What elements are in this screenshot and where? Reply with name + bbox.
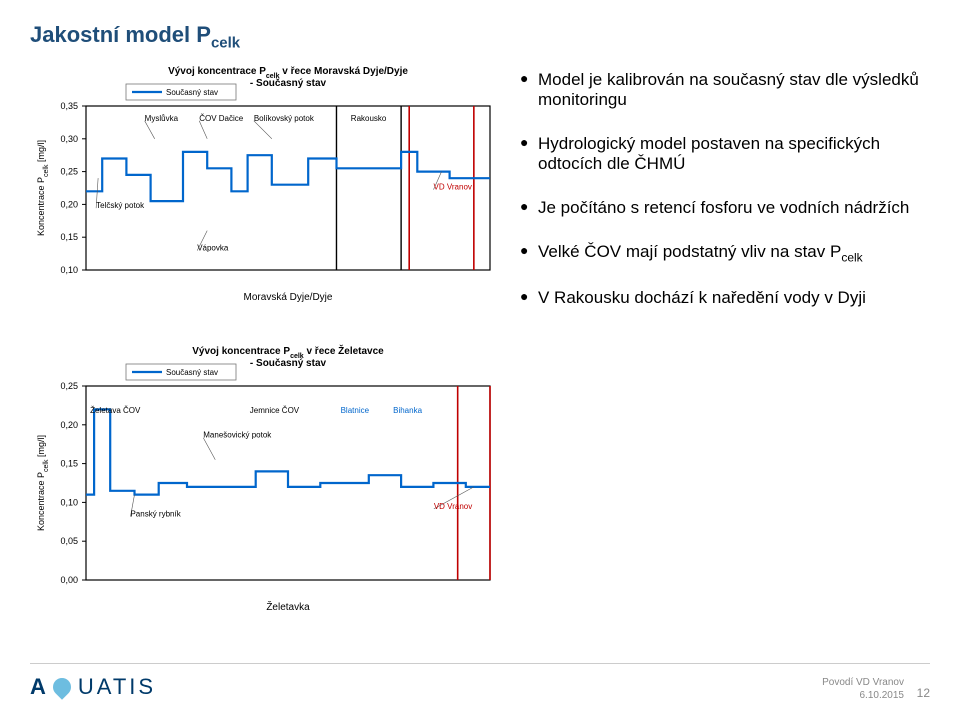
annotation-label: VD Vranov — [434, 502, 472, 511]
ytick-label: 0,20 — [60, 199, 78, 209]
ytick-label: 0,10 — [60, 497, 78, 507]
annotation-label: Bihanka — [393, 406, 422, 415]
annotation-leader — [199, 121, 207, 139]
logo-rest: UATIS — [78, 674, 156, 700]
series-line — [86, 409, 490, 494]
page-number: 12 — [917, 686, 930, 700]
bullet-item: Hydrologický model postaven na specifick… — [520, 134, 940, 174]
annotation-label: ČOV Dačice — [199, 114, 244, 123]
annotation-label: Panský rybník — [130, 510, 181, 519]
annotation-leader — [254, 121, 272, 139]
bullet-item: V Rakousku dochází k naředění vody v Dyj… — [520, 288, 940, 308]
footer-right: Povodí VD Vranov 6.10.2015 — [822, 676, 904, 702]
chart-top: Vývoj koncentrace Pcelk v řece Moravská … — [30, 60, 500, 310]
ytick-label: 0,30 — [60, 134, 78, 144]
bullet-item: Je počítáno s retencí fosforu ve vodních… — [520, 198, 940, 218]
ytick-label: 0,25 — [60, 167, 78, 177]
logo-letter: A — [30, 674, 46, 700]
footer-logo: A UATIS — [30, 674, 156, 700]
chart-svg: Vývoj koncentrace Pcelk v řece Želetavce… — [30, 340, 500, 620]
annotation-label: Manešovický potok — [203, 431, 272, 440]
ytick-label: 0,05 — [60, 536, 78, 546]
series-line — [86, 152, 490, 201]
ytick-label: 0,15 — [60, 459, 78, 469]
ytick-label: 0,20 — [60, 420, 78, 430]
ytick-label: 0,00 — [60, 575, 78, 585]
bullet-item: Model je kalibrován na současný stav dle… — [520, 70, 940, 110]
ytick-label: 0,25 — [60, 381, 78, 391]
annotation-label: Myslůvka — [145, 114, 179, 123]
annotation-label: Jemnice ČOV — [250, 406, 300, 415]
page-title: Jakostní model Pcelk — [30, 22, 240, 51]
logo-drop-icon — [49, 674, 74, 699]
annotation-label: Rakousko — [351, 114, 387, 123]
annotation-label: Telčský potok — [96, 201, 145, 210]
title-sub: celk — [211, 34, 240, 51]
annotation-label: Vápovka — [197, 244, 229, 253]
annotation-leader — [203, 438, 215, 460]
legend-label: Současný stav — [166, 368, 218, 377]
plot-frame — [86, 106, 490, 270]
y-axis-label: Koncentrace Pcelk [mg/l] — [36, 140, 50, 236]
x-axis-label: Moravská Dyje/Dyje — [244, 292, 333, 303]
annotation-leader — [145, 121, 155, 139]
annotation-label: VD Vranov — [434, 183, 472, 192]
annotation-label: Blatnice — [341, 406, 370, 415]
footer-right-1: Povodí VD Vranov — [822, 676, 904, 689]
chart-bottom: Vývoj koncentrace Pcelk v řece Želetavce… — [30, 340, 500, 620]
footer-divider — [30, 663, 930, 664]
ytick-label: 0,10 — [60, 265, 78, 275]
footer-right-2: 6.10.2015 — [822, 689, 904, 702]
ytick-label: 0,15 — [60, 232, 78, 242]
annotation-label: Bolíkovský potok — [254, 114, 315, 123]
chart-svg: Vývoj koncentrace Pcelk v řece Moravská … — [30, 60, 500, 310]
bullet-item: Velké ČOV mají podstatný vliv na stav Pc… — [520, 242, 940, 264]
y-axis-label: Koncentrace Pcelk [mg/l] — [36, 435, 50, 531]
legend-label: Současný stav — [166, 88, 218, 97]
ytick-label: 0,35 — [60, 101, 78, 111]
bullet-list: Model je kalibrován na současný stav dle… — [520, 70, 940, 332]
chart-subtitle: - Současný stav — [250, 358, 327, 369]
chart-subtitle: - Současný stav — [250, 78, 327, 89]
title-main: Jakostní model P — [30, 22, 211, 47]
annotation-label: Želetava ČOV — [90, 406, 141, 415]
x-axis-label: Želetavka — [266, 600, 310, 613]
